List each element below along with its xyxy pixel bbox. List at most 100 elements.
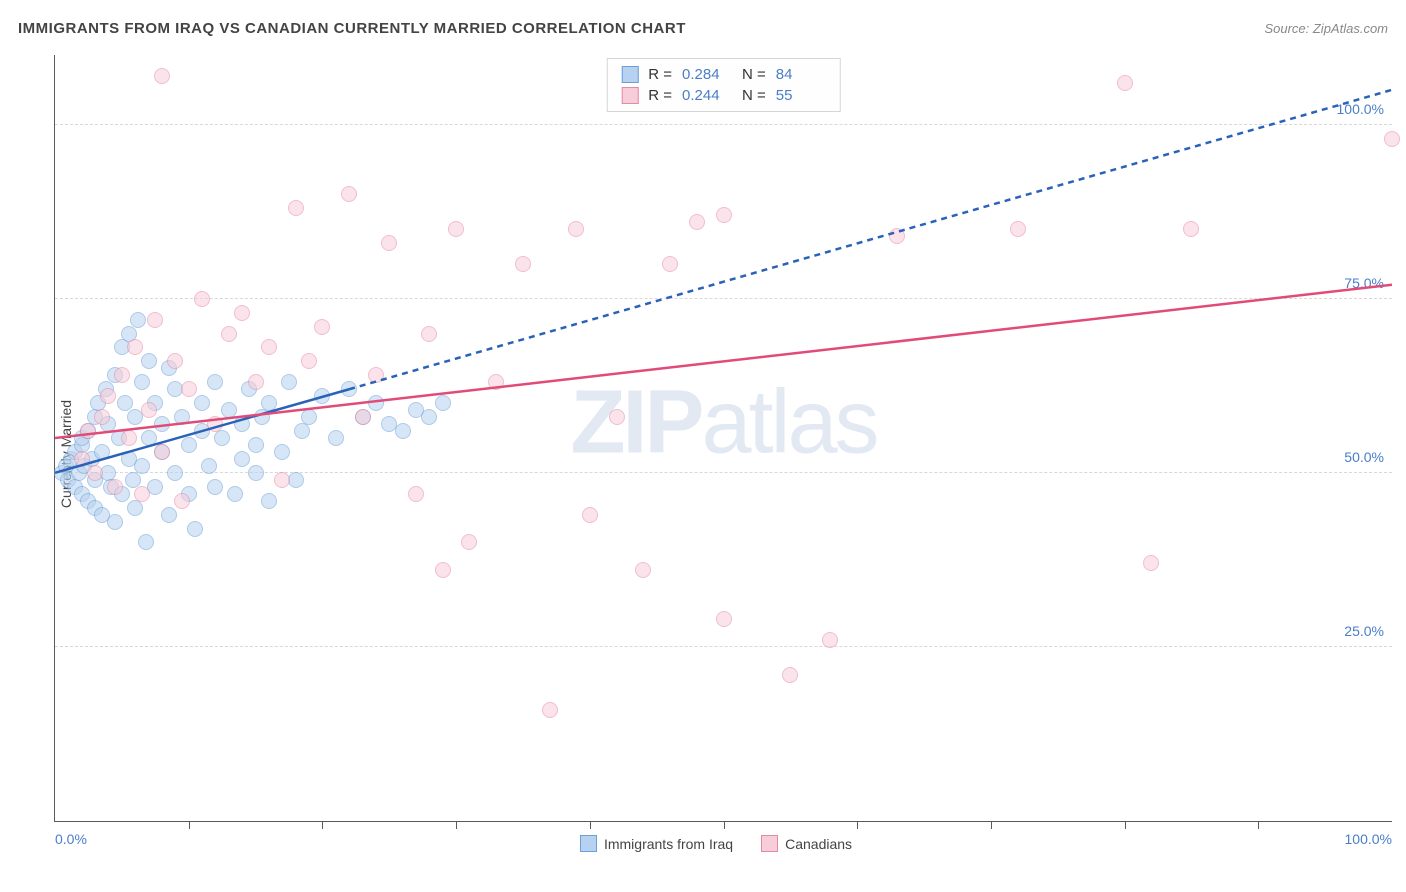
scatter-point [822,632,838,648]
scatter-point [161,507,177,523]
scatter-point [395,423,411,439]
source-label: Source: ZipAtlas.com [1264,21,1388,36]
scatter-point [181,381,197,397]
scatter-point [248,465,264,481]
scatter-point [261,395,277,411]
scatter-point [134,374,150,390]
scatter-point [689,214,705,230]
corr-R-label: R = [648,66,672,83]
legend-swatch [621,66,638,83]
ytick-label: 50.0% [1344,449,1384,465]
scatter-point [461,534,477,550]
scatter-point [488,374,504,390]
scatter-point [1143,555,1159,571]
scatter-point [294,423,310,439]
scatter-point [568,221,584,237]
xtick [857,821,858,829]
scatter-point [207,374,223,390]
corr-R-label: R = [648,87,672,104]
scatter-point [167,353,183,369]
scatter-point [1117,75,1133,91]
corr-N-value: 55 [776,87,826,104]
legend-label: Canadians [785,836,852,852]
scatter-point [248,374,264,390]
scatter-point [281,374,297,390]
gridline-h [55,646,1392,647]
ytick-label: 75.0% [1344,275,1384,291]
scatter-point [1183,221,1199,237]
corr-R-value: 0.284 [682,66,732,83]
scatter-point [94,409,110,425]
scatter-point [174,409,190,425]
scatter-point [408,486,424,502]
scatter-point [107,479,123,495]
scatter-point [635,562,651,578]
scatter-point [74,451,90,467]
scatter-point [207,479,223,495]
scatter-point [80,423,96,439]
scatter-point [234,416,250,432]
scatter-point [100,388,116,404]
scatter-point [181,437,197,453]
xtick [322,821,323,829]
scatter-point [609,409,625,425]
scatter-point [328,430,344,446]
scatter-point [542,702,558,718]
scatter-point [154,444,170,460]
scatter-point [227,486,243,502]
corr-N-label: N = [742,87,766,104]
scatter-point [274,444,290,460]
legend-swatch [621,87,638,104]
scatter-point [248,437,264,453]
xtick [1258,821,1259,829]
scatter-point [214,430,230,446]
scatter-point [147,312,163,328]
title-bar: IMMIGRANTS FROM IRAQ VS CANADIAN CURRENT… [18,20,1388,37]
scatter-point [421,409,437,425]
scatter-point [254,409,270,425]
scatter-point [274,472,290,488]
scatter-point [234,305,250,321]
scatter-point [187,521,203,537]
scatter-point [314,388,330,404]
scatter-point [207,416,223,432]
scatter-point [201,458,217,474]
scatter-point [121,430,137,446]
scatter-point [234,451,250,467]
xtick [724,821,725,829]
scatter-point [1384,131,1400,147]
correlation-legend: R =0.284N =84R =0.244N =55 [606,58,841,112]
scatter-point [117,395,133,411]
legend-item: Immigrants from Iraq [580,835,733,852]
scatter-point [141,402,157,418]
scatter-point [662,256,678,272]
scatter-point [127,500,143,516]
xtick [590,821,591,829]
scatter-point [141,430,157,446]
scatter-point [261,493,277,509]
ytick-label: 25.0% [1344,623,1384,639]
legend-item: Canadians [761,835,852,852]
legend-swatch [580,835,597,852]
scatter-point [368,395,384,411]
scatter-point [87,465,103,481]
scatter-point [341,186,357,202]
corr-R-value: 0.244 [682,87,732,104]
scatter-point [194,395,210,411]
scatter-point [127,339,143,355]
scatter-point [301,409,317,425]
legend-swatch [761,835,778,852]
gridline-h [55,298,1392,299]
scatter-point [448,221,464,237]
xtick [456,821,457,829]
scatter-point [154,416,170,432]
scatter-point [381,235,397,251]
scatter-point [288,200,304,216]
scatter-point [341,381,357,397]
scatter-point [515,256,531,272]
scatter-point [94,444,110,460]
scatter-point [154,68,170,84]
scatter-point [421,326,437,342]
gridline-h [55,124,1392,125]
scatter-point [138,534,154,550]
